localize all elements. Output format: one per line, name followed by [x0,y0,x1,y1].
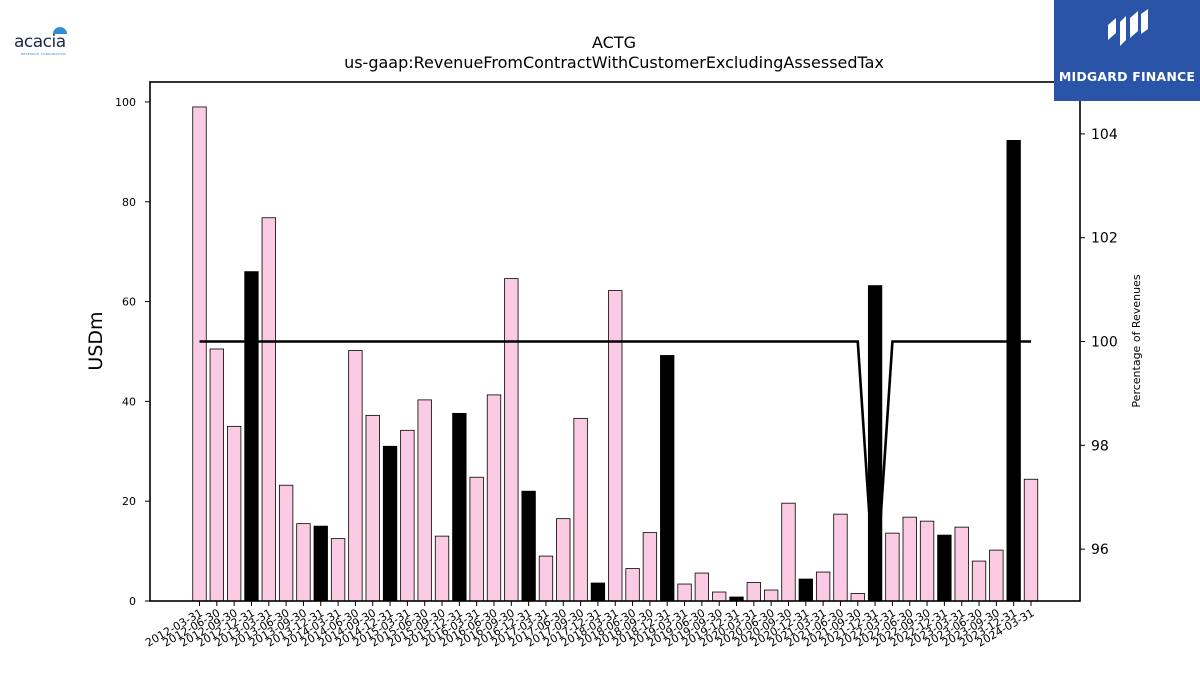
bar-2021-06-30 [833,513,848,602]
y2-tick-label: 96 [1091,542,1109,558]
y-tick-label: 80 [122,196,136,209]
bar-2016-12-31 [521,490,536,602]
bar-2017-09-30 [573,417,588,602]
bar-2020-03-31 [746,582,761,602]
bar-2018-12-31 [660,355,675,602]
midgard-emblem-icon [1108,9,1148,46]
logo-arc-icon [53,27,67,34]
bar-2014-12-31 [382,445,398,602]
bar-2015-06-30 [417,399,432,602]
bar-2012-06-30 [209,348,224,602]
bar-2013-12-31 [313,525,328,602]
y-tick-label: 40 [122,395,136,408]
bar-2021-12-31 [867,285,883,602]
bar-2015-09-30 [434,535,450,602]
y2-tick-label: 102 [1091,231,1118,247]
bar-2022-06-30 [902,516,917,602]
bar-2012-03-31 [192,106,207,602]
bar-2013-03-31 [261,217,276,602]
bar-2024-03-31 [1023,478,1039,602]
bar-2022-09-30 [919,520,935,602]
chart-title: ACTG [592,33,636,52]
midgard-logo-text: MIDGARD FINANCE [1058,69,1196,84]
bar-2016-03-31 [469,476,484,602]
bar-2017-12-31 [590,582,606,602]
bar-2012-12-31 [244,271,259,602]
bar-2019-09-30 [712,591,727,602]
midgard-logo: MIDGARD FINANCE [1054,0,1200,101]
y2-tick-label: 104 [1091,127,1118,143]
bar-2023-09-30 [989,549,1004,602]
bar-2012-09-30 [226,425,242,602]
bar-2013-09-30 [296,523,311,602]
y2-tick-label: 98 [1091,438,1109,454]
y-axis-label: USDm [85,311,107,370]
bar-2023-06-30 [971,560,987,602]
bar-2020-06-30 [764,589,779,602]
bar-2014-09-30 [365,414,380,602]
bar-2014-06-30 [348,350,363,602]
chart-subtitle: us-gaap:RevenueFromContractWithCustomerE… [344,53,884,72]
bar-2015-12-31 [452,412,467,602]
bar-2019-03-31 [677,583,692,602]
bar-2017-03-31 [538,555,554,602]
bar-2015-03-31 [400,429,415,602]
bar-2018-06-30 [625,568,640,602]
bar-2016-06-30 [486,394,502,602]
bar-2022-12-31 [937,534,952,602]
acacia-logo-word: acacia [14,32,66,52]
bar-2021-03-31 [815,571,831,602]
bar-2023-03-31 [954,526,969,602]
bar-2020-09-30 [781,502,796,602]
acacia-logo: acacia RESEARCH CORPORATION [10,24,80,58]
bar-2023-12-31 [1006,139,1021,602]
bar-2019-06-30 [694,572,710,602]
y2-tick-label: 100 [1091,335,1118,351]
y-tick-label: 20 [122,495,136,508]
y2-axis-label: Percentage of Revenues [1130,274,1143,407]
y-tick-label: 60 [122,296,136,309]
bar-2014-03-31 [330,538,346,602]
bar-2021-09-30 [850,593,865,602]
y-tick-label: 100 [115,96,136,109]
bar-2016-09-30 [504,278,519,602]
percentage-line [199,340,1031,602]
bar-2022-03-31 [885,532,900,602]
bar-2018-03-31 [608,290,623,602]
acacia-logo-tagline: RESEARCH CORPORATION [21,52,66,56]
bar-2020-12-31 [798,578,813,602]
bar-2018-09-30 [642,532,658,602]
bar-2013-06-30 [278,484,294,602]
y-tick-label: 0 [129,595,136,608]
bar-2017-06-30 [556,518,571,602]
